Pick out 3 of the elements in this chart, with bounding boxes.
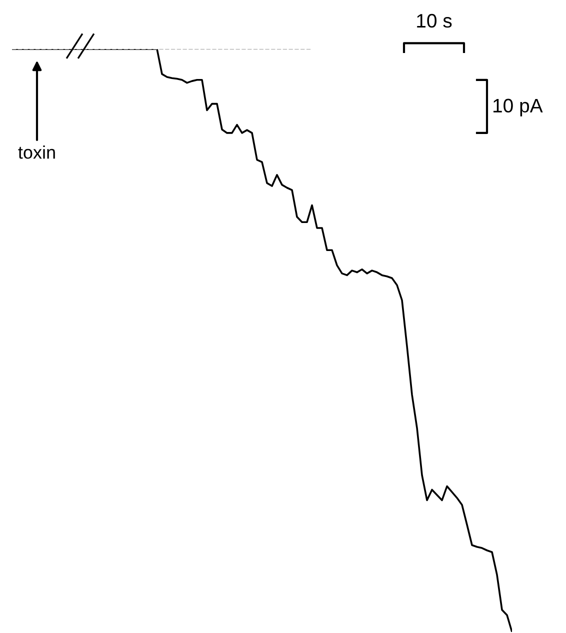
annotation: 10 pA — [493, 98, 543, 116]
text: 10 s — [417, 14, 452, 28]
annotation: toxin — [18, 146, 55, 159]
